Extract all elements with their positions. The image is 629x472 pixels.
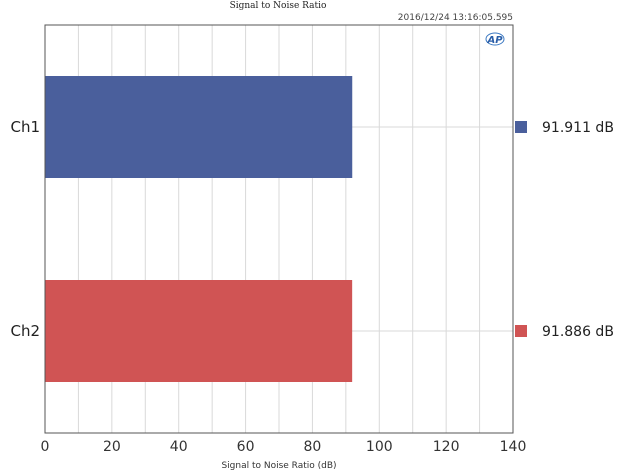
category-label: Ch2 bbox=[10, 322, 40, 340]
x-tick-label: 0 bbox=[41, 439, 50, 455]
chart-title: Signal to Noise Ratio bbox=[230, 1, 327, 11]
ap-logo-text: AP bbox=[486, 35, 503, 46]
plot-area bbox=[44, 24, 514, 434]
bar-ch2 bbox=[45, 280, 353, 382]
legend-swatch bbox=[515, 121, 527, 133]
value-label: 91.911 dB bbox=[542, 120, 614, 136]
bars bbox=[45, 76, 353, 382]
ap-logo: AP bbox=[485, 32, 505, 46]
value-label: 91.886 dB bbox=[542, 324, 614, 340]
x-tick-label: 20 bbox=[103, 439, 121, 455]
bar-ch1 bbox=[45, 76, 353, 178]
x-tick-label: 140 bbox=[500, 439, 527, 455]
category-label: Ch1 bbox=[10, 118, 40, 136]
category-labels: Ch1 Ch2 bbox=[10, 118, 40, 340]
x-tick-label: 60 bbox=[237, 439, 255, 455]
x-axis-label: Signal to Noise Ratio (dB) bbox=[221, 461, 336, 471]
x-tick-label: 40 bbox=[170, 439, 188, 455]
x-tick-label: 120 bbox=[433, 439, 460, 455]
timestamp: 2016/12/24 13:16:05.595 bbox=[398, 13, 513, 23]
x-tick-label: 100 bbox=[366, 439, 393, 455]
x-tick-label: 80 bbox=[304, 439, 322, 455]
x-ticks: 0 20 40 60 80 100 120 140 bbox=[41, 439, 527, 455]
legend-swatch bbox=[515, 325, 527, 337]
value-legend: 91.911 dB 91.886 dB bbox=[515, 120, 614, 340]
